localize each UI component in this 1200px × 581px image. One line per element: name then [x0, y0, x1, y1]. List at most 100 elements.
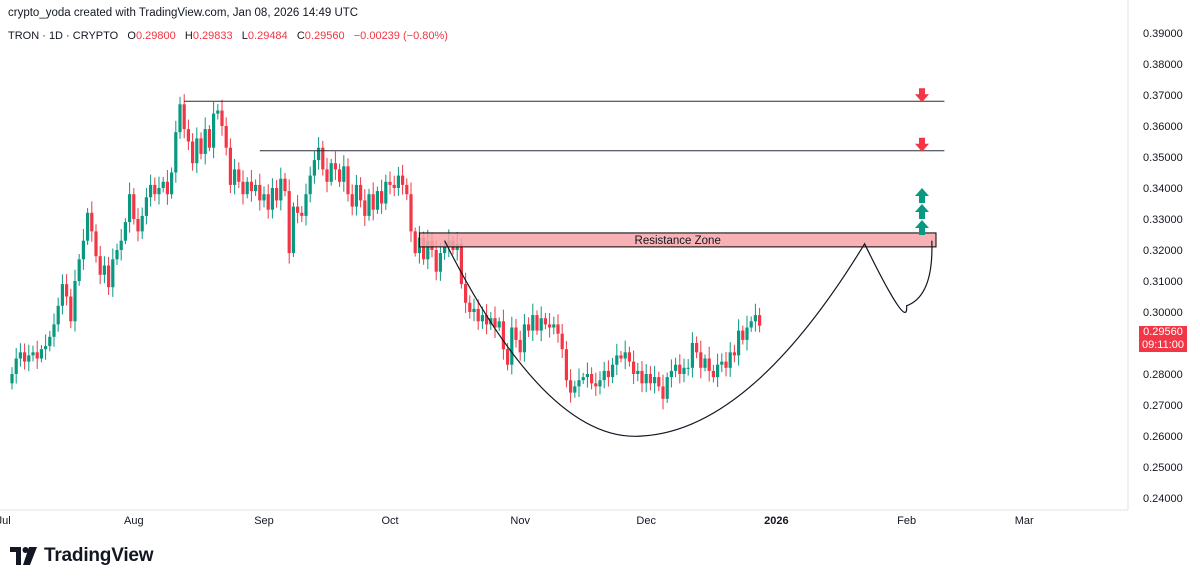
- candle-body: [707, 358, 711, 371]
- candle-body: [258, 184, 262, 201]
- x-tick-label: Aug: [124, 515, 144, 527]
- candle-body: [522, 324, 526, 353]
- candle-body: [720, 361, 724, 365]
- candle-body: [434, 250, 438, 272]
- candle-body: [245, 181, 249, 195]
- candle-body: [149, 184, 153, 198]
- candle-body: [443, 246, 447, 254]
- candle-body: [207, 129, 211, 148]
- candle-body: [518, 339, 522, 353]
- candle-body: [262, 194, 266, 201]
- y-tick-label: 0.30000: [1143, 307, 1183, 319]
- candle-body: [497, 321, 501, 328]
- candle-body: [745, 327, 749, 340]
- candle-body: [661, 386, 665, 399]
- candle-body: [590, 374, 594, 384]
- cup-and-handle-curve[interactable]: [444, 240, 933, 437]
- change-value: −0.00239 (−0.80%): [353, 30, 448, 42]
- candle-body: [585, 374, 589, 378]
- candle-body: [144, 197, 148, 216]
- candle-body: [266, 194, 270, 210]
- candle-body: [556, 324, 560, 334]
- candle-body: [640, 370, 644, 384]
- candle-body: [476, 308, 480, 322]
- candle-body: [90, 212, 94, 232]
- y-tick-label: 0.38000: [1143, 59, 1183, 71]
- candle-body: [119, 240, 123, 250]
- y-tick-label: 0.32000: [1143, 245, 1183, 257]
- candle-body: [678, 364, 682, 374]
- candle-body: [569, 380, 573, 393]
- candle-body: [170, 172, 174, 195]
- candle-body: [753, 315, 757, 322]
- candle-body: [581, 377, 585, 381]
- candle-body: [48, 336, 52, 347]
- candle-body: [737, 330, 741, 356]
- y-tick-label: 0.24000: [1143, 493, 1183, 505]
- x-tick-label: Dec: [636, 515, 656, 527]
- candle-body: [279, 178, 283, 201]
- x-tick-label: Mar: [1015, 515, 1034, 527]
- tradingview-logo[interactable]: TradingView: [10, 544, 154, 568]
- candle-body: [10, 374, 14, 384]
- candle-body: [98, 256, 102, 275]
- candle-body: [543, 318, 547, 325]
- candle-body: [564, 349, 568, 381]
- candle-body: [195, 138, 199, 164]
- candle-body: [615, 355, 619, 365]
- candle-body: [459, 243, 463, 285]
- last-price: 0.29560: [1143, 326, 1183, 338]
- candle-body: [527, 324, 531, 331]
- y-tick-label: 0.36000: [1143, 121, 1183, 133]
- candle-body: [287, 191, 291, 254]
- candle-body: [686, 367, 690, 369]
- candle-body: [123, 222, 127, 241]
- candle-body: [485, 315, 489, 325]
- candle-body: [422, 237, 426, 260]
- y-tick-label: 0.35000: [1143, 152, 1183, 164]
- candle-body: [552, 324, 556, 328]
- candle-body: [56, 305, 60, 325]
- candle-body: [346, 166, 350, 195]
- candle-body: [31, 352, 35, 356]
- candle-body: [392, 184, 396, 188]
- y-tick-label: 0.37000: [1143, 90, 1183, 102]
- open-value: 0.29800: [135, 30, 176, 42]
- candle-body: [598, 380, 602, 387]
- candle-body: [363, 200, 367, 216]
- candle-body: [384, 181, 388, 204]
- candle-body: [203, 129, 207, 154]
- candle-body: [724, 361, 728, 368]
- open-label: O: [127, 30, 136, 42]
- candle-body: [52, 324, 56, 337]
- candle-body: [644, 374, 648, 384]
- chart-credit: crypto_yoda created with TradingView.com…: [8, 7, 359, 19]
- candle-body: [224, 126, 228, 148]
- candle-body: [375, 191, 379, 210]
- candle-body: [18, 352, 22, 359]
- candle-body: [699, 352, 703, 368]
- candle-body: [81, 240, 85, 260]
- candle-body: [186, 129, 190, 142]
- candle-body: [535, 315, 539, 331]
- candle-body: [606, 370, 610, 378]
- candle-body: [115, 250, 119, 260]
- candle-body: [220, 110, 224, 126]
- down-arrow-icon: [915, 88, 929, 103]
- symbol-label[interactable]: TRON · 1D · CRYPTO: [8, 30, 119, 42]
- candle-body: [426, 240, 430, 260]
- candle-body: [514, 327, 518, 340]
- candle-body: [60, 284, 64, 306]
- candle-body: [493, 318, 497, 328]
- candle-body: [690, 343, 694, 368]
- candle-body: [758, 315, 762, 326]
- candle-body: [182, 104, 186, 130]
- candle-body: [573, 386, 577, 393]
- candle-body: [157, 188, 161, 195]
- candle-body: [636, 370, 640, 374]
- y-tick-label: 0.33000: [1143, 214, 1183, 226]
- candle-body: [94, 231, 98, 257]
- resistance-zone[interactable]: [418, 232, 937, 248]
- candle-body: [161, 181, 165, 188]
